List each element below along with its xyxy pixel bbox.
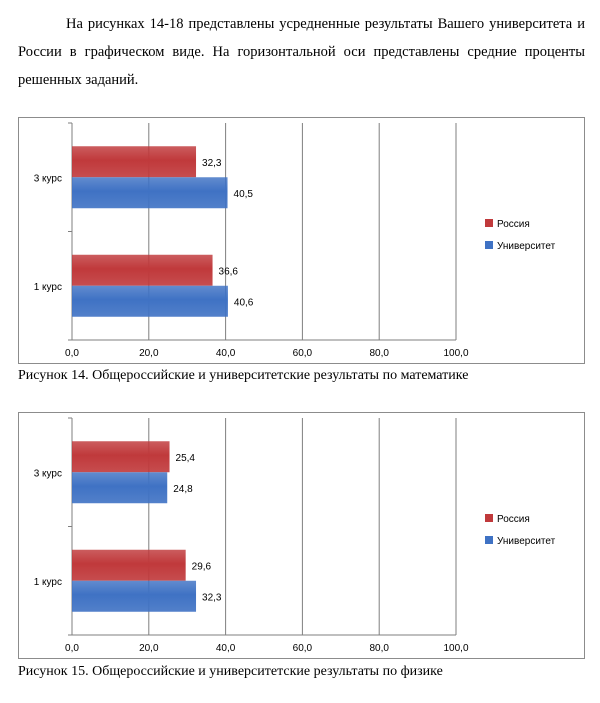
bar-russia (72, 549, 186, 581)
x-tick-label: 20,0 (139, 348, 159, 359)
bar-value-label: 40,5 (234, 189, 254, 200)
y-category-label: 1 курс (34, 577, 62, 588)
x-tick-label: 0,0 (65, 348, 79, 359)
bar-value-label: 29,6 (192, 561, 212, 572)
bar-russia (72, 146, 197, 178)
bar-university (72, 472, 168, 504)
y-category-label: 3 курс (34, 173, 62, 184)
legend-swatch (485, 241, 493, 249)
legend-label: Университет (497, 241, 556, 252)
caption-figure-15: Рисунок 15. Общероссийские и университет… (18, 664, 443, 679)
y-category-label: 3 курс (34, 468, 62, 479)
chart-math: 0,0 20,0 40,0 60,0 80,0 100,0 3 курс 32,3 40,5 1 … (18, 117, 585, 364)
bar-russia (72, 254, 213, 286)
chart-math-svg: 0,0 20,0 40,0 60,0 80,0 100,0 3 курс 32,3 40,5 1 … (34, 122, 556, 359)
bar-university (72, 580, 197, 612)
legend-swatch (485, 536, 493, 544)
x-tick-label: 20,0 (139, 643, 159, 654)
bar-value-label: 36,6 (219, 266, 239, 277)
bar-value-label: 25,4 (176, 453, 196, 464)
legend-label: Россия (497, 514, 530, 525)
x-tick-label: 100,0 (443, 348, 468, 359)
legend-label: Россия (497, 219, 530, 230)
bar-university (72, 177, 228, 209)
x-tick-label: 40,0 (216, 348, 236, 359)
legend-swatch (485, 514, 493, 522)
x-tick-label: 40,0 (216, 643, 236, 654)
intro-paragraph: На рисунках 14-18 представлены усредненн… (18, 10, 585, 94)
x-tick-label: 80,0 (369, 643, 389, 654)
y-category-label: 1 курс (34, 282, 62, 293)
bar-value-label: 32,3 (202, 592, 222, 603)
x-tick-label: 100,0 (443, 643, 468, 654)
intro-text: На рисунках 14-18 представлены усредненн… (18, 16, 585, 88)
chart-physics-svg: 0,0 20,0 40,0 60,0 80,0 100,0 3 курс 25,4 24,8 1 … (34, 417, 556, 654)
caption-figure-14: Рисунок 14. Общероссийские и университет… (18, 368, 469, 383)
legend-label: Университет (497, 536, 556, 547)
x-tick-label: 60,0 (293, 348, 313, 359)
chart-physics: 0,0 20,0 40,0 60,0 80,0 100,0 3 курс 25,4 24,8 1 … (18, 412, 585, 659)
bar-russia (72, 441, 170, 473)
bar-value-label: 40,6 (234, 297, 254, 308)
x-tick-label: 80,0 (369, 348, 389, 359)
x-tick-label: 60,0 (293, 643, 313, 654)
bar-university (72, 285, 228, 317)
bar-value-label: 32,3 (202, 158, 222, 169)
legend-swatch (485, 219, 493, 227)
bar-value-label: 24,8 (173, 484, 193, 495)
x-tick-label: 0,0 (65, 643, 79, 654)
